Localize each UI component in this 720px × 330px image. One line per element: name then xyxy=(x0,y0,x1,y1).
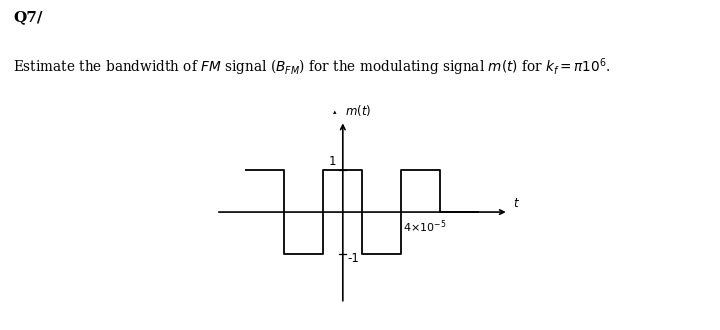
Text: $\mathit{m}(\mathit{t})$: $\mathit{m}(\mathit{t})$ xyxy=(345,103,371,118)
Text: $\blacktriangle$: $\blacktriangle$ xyxy=(333,109,338,116)
Text: $4{\times}10^{-5}$: $4{\times}10^{-5}$ xyxy=(403,218,446,235)
Text: Estimate the bandwidth of $\mathit{FM}$ signal ($B_{\mathit{FM}}$) for the modul: Estimate the bandwidth of $\mathit{FM}$ … xyxy=(13,56,611,78)
Text: $\mathit{t}$: $\mathit{t}$ xyxy=(513,197,520,210)
Text: -1: -1 xyxy=(348,251,359,265)
Text: Q7/: Q7/ xyxy=(13,10,42,24)
Text: 1: 1 xyxy=(328,155,336,168)
